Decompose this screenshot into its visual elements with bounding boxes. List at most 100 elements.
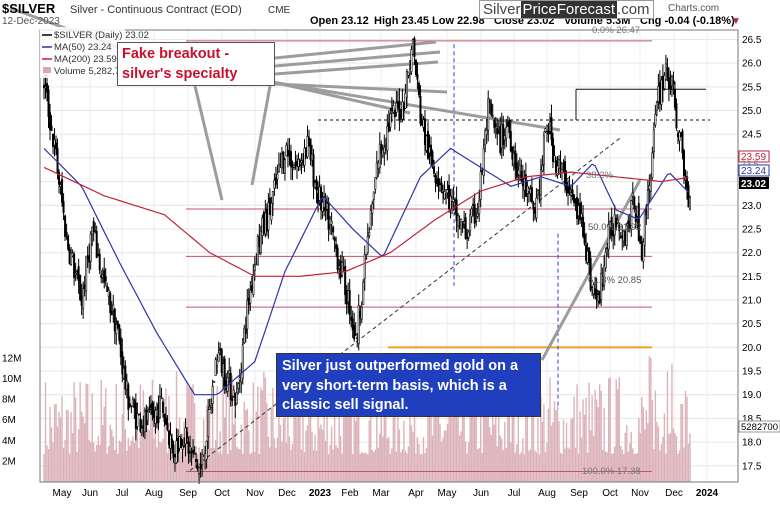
volume-bar: [410, 425, 413, 482]
x-tick-label: Apr: [408, 488, 424, 499]
candle-body: [673, 88, 676, 108]
candle-body: [478, 200, 481, 215]
candle-body: [536, 189, 539, 196]
candle-body: [139, 418, 142, 432]
volume-bar: [175, 371, 178, 482]
candle-body: [496, 127, 499, 135]
volume-bar: [653, 449, 655, 482]
y-tick-label: 21.5: [742, 272, 762, 283]
candle-body: [329, 218, 332, 225]
volume-bar: [394, 374, 396, 482]
volume-bar: [290, 449, 292, 482]
candle-body: [554, 160, 557, 173]
volume-bars: [43, 356, 691, 482]
candle-body: [442, 191, 445, 194]
candle-body: [517, 169, 520, 175]
candle-body: [64, 215, 67, 237]
candle-body: [417, 82, 420, 96]
candle-body: [380, 144, 383, 155]
candle-body: [454, 200, 457, 203]
volume-bar: [597, 407, 599, 482]
candle-body: [368, 232, 371, 236]
candle-body: [268, 197, 271, 215]
candle-body: [122, 367, 125, 379]
candle-body: [426, 130, 429, 159]
volume-bar: [348, 412, 351, 482]
candle-body: [672, 80, 675, 85]
volume-bar: [523, 454, 526, 482]
y-tick-label: 26.5: [742, 35, 762, 46]
volume-bar: [77, 429, 80, 482]
volume-bar: [513, 388, 515, 482]
candle-body: [657, 86, 660, 102]
volume-bar: [132, 436, 134, 482]
candle-body: [347, 290, 350, 303]
volume-bar: [121, 414, 124, 482]
candle-body: [561, 162, 564, 170]
volume-bar: [86, 384, 89, 482]
candle-body: [244, 328, 247, 335]
volume-bar: [324, 440, 327, 482]
volume-bar: [367, 454, 369, 482]
volume-bar: [425, 448, 428, 482]
volume-bar: [502, 450, 504, 482]
candle-body: [389, 113, 392, 128]
candle-body: [360, 306, 363, 320]
volume-bar: [76, 452, 78, 482]
volume-bar: [567, 447, 569, 482]
x-tick-label: Oct: [214, 488, 230, 499]
candle-body: [330, 221, 333, 225]
candle-body: [336, 247, 339, 270]
volume-bar: [370, 378, 372, 482]
volume-bar: [514, 452, 517, 482]
volume-bar: [455, 392, 458, 482]
volume-bar: [47, 449, 50, 482]
candle-body: [491, 115, 494, 117]
candle-body: [184, 427, 187, 445]
volume-bar: [379, 433, 381, 482]
candle-body: [68, 248, 71, 264]
candle-body: [315, 179, 318, 191]
x-tick-label: Sep: [570, 488, 588, 499]
volume-bar: [151, 379, 154, 482]
candle-body: [591, 287, 594, 290]
volume-bar: [538, 454, 541, 482]
candle-body: [651, 152, 654, 178]
candle-body: [383, 147, 386, 153]
candle-body: [371, 203, 374, 214]
candle-body: [59, 184, 62, 187]
volume-bar: [318, 428, 321, 482]
volume-bar: [498, 411, 500, 482]
volume-bar: [672, 428, 675, 482]
volume-bar: [180, 451, 182, 482]
candle-body: [264, 212, 267, 235]
candle-body: [535, 197, 538, 219]
volume-bar: [351, 454, 354, 482]
candle-body: [520, 170, 523, 181]
candle-body: [235, 392, 238, 405]
volume-bar: [544, 452, 547, 482]
volume-bar: [632, 448, 634, 482]
volume-bar: [306, 425, 309, 482]
volume-bar: [558, 421, 560, 482]
candle-body: [175, 440, 178, 463]
volume-bar: [364, 452, 366, 482]
candle-body: [124, 365, 127, 390]
candle-body: [688, 196, 691, 210]
volume-bar: [633, 453, 635, 482]
volume-bar: [251, 452, 253, 482]
candle-body: [312, 154, 315, 187]
exchange-label: CME: [268, 5, 291, 16]
candle-body: [467, 231, 470, 238]
volume-bar: [386, 438, 389, 482]
candle-body: [198, 467, 201, 475]
volume-bar: [255, 411, 258, 482]
candle-body: [133, 399, 136, 409]
volume-bar: [214, 439, 217, 482]
candle-body: [265, 208, 268, 232]
volume-bar: [126, 450, 128, 482]
candle-body: [573, 194, 576, 203]
candle-body: [681, 130, 684, 154]
volume-bar: [118, 440, 120, 482]
volume-bar: [478, 447, 480, 482]
